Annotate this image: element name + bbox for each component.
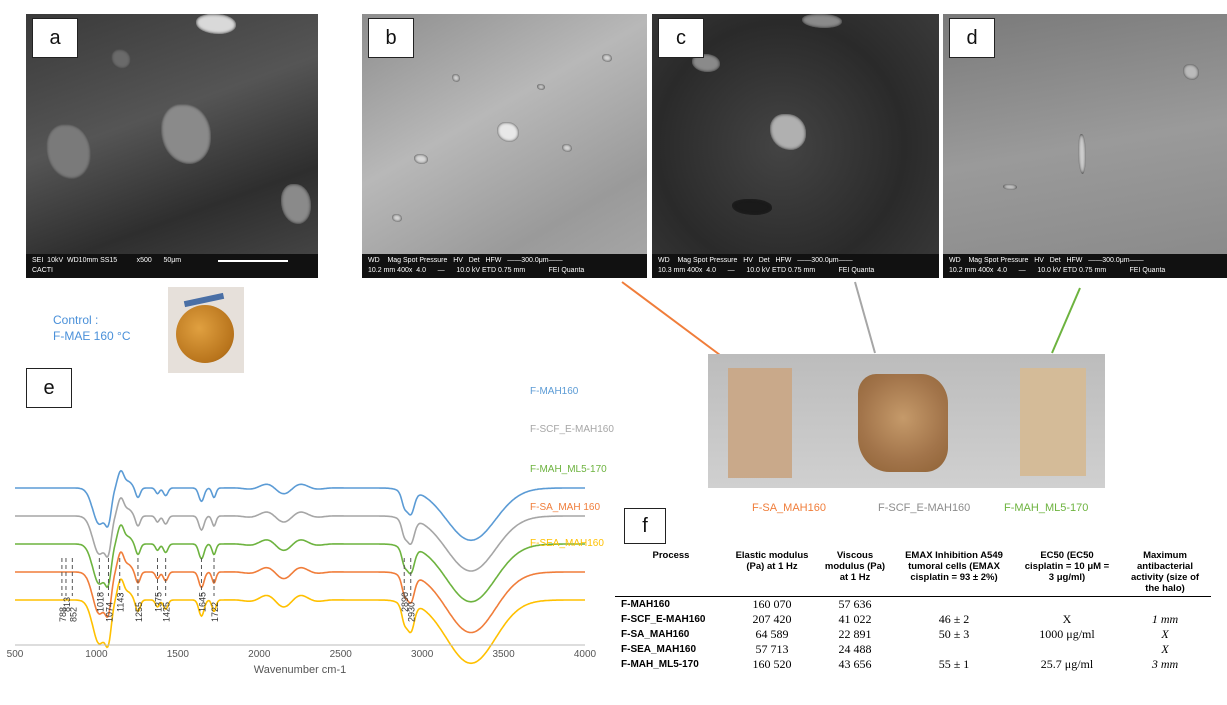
- control-sample-photo: [168, 287, 244, 373]
- x-tick-label-1500: 1500: [167, 649, 190, 660]
- peak-label-2930: 2930: [407, 602, 417, 622]
- legend-label-4: F-SEA_MAH160: [530, 538, 604, 549]
- x-axis-label: Wavenumber cm-1: [254, 664, 347, 676]
- legend-label-3: F-SA_MAH 160: [530, 502, 600, 513]
- film-samples-photo: [708, 354, 1105, 488]
- panel-label-a: a: [32, 18, 78, 58]
- col-header-process: Process: [652, 550, 690, 561]
- series-line-4: [15, 578, 585, 665]
- scale-bar-a: [218, 260, 288, 262]
- panel-label-f: f: [624, 508, 666, 544]
- series-line-0: [15, 469, 585, 542]
- legend-label-0: F-MAH160: [530, 386, 579, 397]
- sem-image-c: c WD Mag Spot Pressure HV Det HFW ——300.…: [652, 14, 939, 278]
- x-tick-label-3500: 3500: [492, 649, 515, 660]
- panel-label-c: c: [658, 18, 704, 58]
- peak-label-1645: 1645: [197, 592, 207, 612]
- table-row: F-MAH160 160 070 57 636: [621, 597, 872, 611]
- col-header-antibacterial: Maximum antibacterial activity (size of …: [1130, 550, 1200, 594]
- x-tick-label-1000: 1000: [85, 649, 108, 660]
- col-header-ec50: EC50 (EC50 cisplatin = 10 μM = 3 μg/ml): [1024, 550, 1110, 583]
- sem-info-bar-d: WD Mag Spot Pressure HV Det HFW ——300.0μ…: [943, 254, 1227, 278]
- peak-label-1722: 1722: [210, 602, 220, 622]
- peak-label-1255: 1255: [134, 602, 144, 622]
- table-row: F-SA_MAH160 64 589 22 891 50 ± 3 1000 μg…: [621, 627, 1169, 641]
- table-header-row: Process Elastic modulus (Pa) at 1 Hz Vis…: [615, 548, 1211, 597]
- peak-label-1074: 1074: [104, 602, 114, 622]
- series-line-2: [15, 524, 585, 603]
- col-header-emax: EMAX Inhibition A549 tumoral cells (EMAX…: [905, 550, 1003, 583]
- panel-label-d: d: [949, 18, 995, 58]
- x-tick-label-4000: 4000: [574, 649, 597, 660]
- legend-label-2: F-MAH_ML5-170: [530, 464, 607, 475]
- table-row: F-MAH_ML5-170 160 520 43 656 55 ± 1 25.7…: [621, 657, 1179, 671]
- x-tick-label-500: 500: [7, 649, 24, 660]
- control-label: Control : F-MAE 160 °C: [53, 313, 131, 343]
- peak-label-1425: 1425: [162, 602, 172, 622]
- x-tick-label-3000: 3000: [411, 649, 434, 660]
- series-line-1: [15, 496, 585, 572]
- sem-info-bar-a: SEI 10kV WD10mm SS15 x500 50μm CACTI: [26, 254, 318, 278]
- peak-label-1143: 1143: [116, 593, 126, 612]
- peak-label-852: 852: [68, 607, 78, 622]
- table-row: F-SCF_E-MAH160 207 420 41 022 46 ± 2 X 1…: [621, 612, 1179, 626]
- properties-table: Process Elastic modulus (Pa) at 1 Hz Vis…: [615, 548, 1211, 672]
- film-label-ml5: F-MAH_ML5-170: [1004, 502, 1089, 514]
- panel-label-e: e: [26, 368, 72, 408]
- sem-image-a: a SEI 10kV WD10mm SS15 x500 50μm CACTI: [26, 14, 318, 278]
- col-header-elastic: Elastic modulus (Pa) at 1 Hz: [735, 550, 809, 572]
- panel-label-b: b: [368, 18, 414, 58]
- x-tick-label-2000: 2000: [248, 649, 271, 660]
- sem-image-d: d WD Mag Spot Pressure HV Det HFW ——300.…: [943, 14, 1227, 278]
- table-row: F-SEA_MAH160 57 713 24 488 X: [621, 642, 1169, 656]
- peak-label-813: 813: [62, 597, 72, 612]
- film-label-scf: F-SCF_E-MAH160: [878, 502, 971, 514]
- sem-info-bar-c: WD Mag Spot Pressure HV Det HFW ——300.0μ…: [652, 254, 939, 278]
- peak-label-788: 788: [58, 607, 68, 622]
- sem-image-b: b WD Mag Spot Pressure HV Det HFW ——300.…: [362, 14, 647, 278]
- series-line-3: [15, 551, 585, 634]
- peak-label-1018: 1018: [95, 592, 105, 612]
- col-header-viscous: Viscous modulus (Pa) at 1 Hz: [824, 550, 886, 583]
- peak-label-1375: 1375: [154, 592, 164, 612]
- sem-info-bar-b: WD Mag Spot Pressure HV Det HFW ——300.0μ…: [362, 254, 647, 278]
- peak-label-2890: 2890: [400, 592, 410, 612]
- film-label-sa: F-SA_MAH160: [752, 502, 826, 514]
- legend-label-1: F-SCF_E-MAH160: [530, 424, 614, 435]
- x-tick-label-2500: 2500: [330, 649, 353, 660]
